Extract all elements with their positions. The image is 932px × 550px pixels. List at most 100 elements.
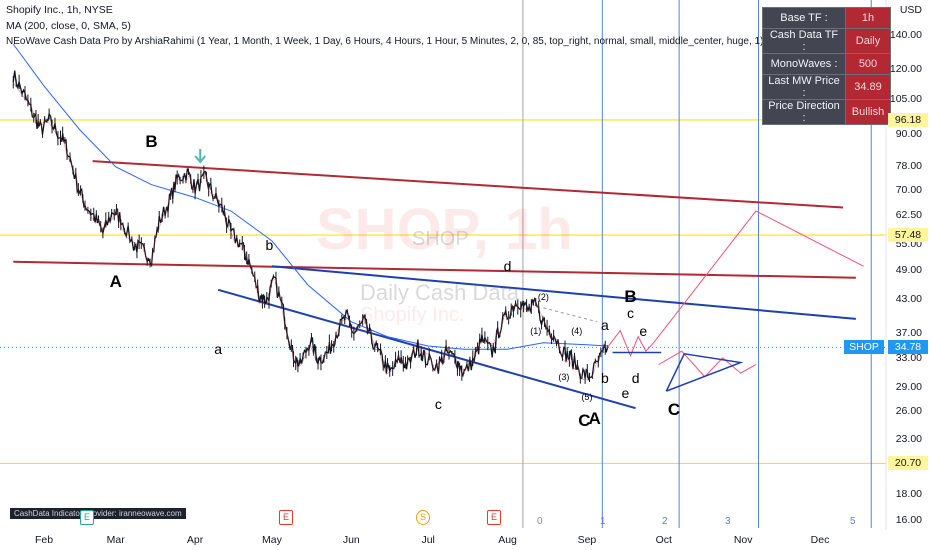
down-arrow-icon (194, 155, 206, 164)
vline-number: 0 (537, 516, 543, 527)
wave-label: B (624, 287, 637, 307)
price-tick-label: 37.00 (895, 326, 922, 339)
vline-number: 3 (725, 516, 731, 527)
wave-label: e (639, 322, 648, 339)
earnings-event-icon[interactable]: E (80, 510, 94, 525)
price-tick-label: 62.50 (895, 209, 922, 222)
price-tick-label: 70.00 (895, 183, 922, 196)
wave-label: (1) (530, 325, 542, 336)
trend-line-red (92, 160, 844, 209)
wave-label: A (109, 272, 122, 292)
wave-label: b (600, 370, 609, 387)
wave-label: b (265, 236, 274, 253)
time-tick-label: May (262, 534, 282, 546)
wave-label: d (503, 258, 512, 275)
price-tick-label: 29.00 (895, 381, 922, 394)
info-value: 34.89 (845, 74, 891, 100)
info-row-last-price: Last MW Price :34.89 (762, 74, 891, 100)
price-tick-label: 33.00 (895, 352, 922, 365)
level-price-badge: 96.18 (888, 112, 928, 127)
price-tick-label: 43.00 (895, 292, 922, 305)
chart-title-row[interactable]: Shopify Inc., 1h, NYSE (6, 4, 113, 16)
time-tick-label: Aug (498, 534, 517, 546)
price-line (12, 70, 609, 381)
indicator-ma-label: MA (200, close, 0, SMA, 5) (6, 20, 131, 32)
info-value: Bullish (845, 99, 891, 125)
wave-label: A (588, 408, 601, 428)
time-tick-label: Feb (34, 534, 54, 546)
projection-triangle (665, 352, 744, 392)
wave-label: a (600, 316, 609, 333)
indicator-ma-row[interactable]: MA (200, close, 0, SMA, 5) (6, 20, 131, 32)
symbol-badge: SHOP (844, 340, 884, 355)
split-event-icon[interactable]: S (416, 510, 430, 525)
trend-line-red (13, 260, 856, 279)
earnings-event-icon[interactable]: E (279, 510, 293, 525)
horizontal-levels (0, 119, 886, 465)
wave-label: a (214, 341, 223, 358)
info-key: Base TF : (762, 7, 846, 29)
indicator-neowave-label: NEoWave Cash Data Pro by ArshiaRahimi (1… (6, 36, 764, 47)
info-row-monowaves: MonoWaves :500 (762, 53, 891, 75)
time-tick-label: Dec (810, 534, 830, 546)
wave-label: d (631, 370, 640, 387)
info-value: 1h (845, 7, 891, 29)
info-row-base-tf: Base TF :1h (762, 7, 891, 29)
wave-label: (5) (581, 392, 593, 403)
time-tick-label: Sep (577, 534, 597, 546)
chart-title: Shopify Inc., 1h, NYSE (6, 4, 113, 16)
info-key: Last MW Price : (762, 74, 846, 100)
wave-label: C (667, 399, 681, 419)
level-price-badge: 20.70 (888, 456, 928, 471)
price-tick-label: 18.00 (895, 487, 922, 500)
price-tick-label: 120.00 (889, 63, 922, 76)
vline-number: 2 (662, 516, 668, 527)
wave-label: B (145, 132, 158, 152)
price-tick-label: 140.00 (889, 29, 922, 41)
price-overlay-line (13, 83, 608, 381)
time-tick-label: Oct (655, 534, 672, 546)
wave-label: (4) (571, 325, 583, 336)
time-tick-label: Apr (186, 534, 204, 546)
wave-label: c (626, 305, 634, 322)
ma-200-line (12, 43, 608, 350)
level-price-badge: 57.48 (888, 228, 928, 243)
time-tick-label: Jun (342, 534, 360, 546)
dashed-projection-line (543, 307, 598, 323)
currency-label: USD (899, 4, 922, 16)
info-key: MonoWaves : (762, 53, 846, 75)
time-tick-label: Nov (733, 534, 753, 546)
indicator-neowave-row[interactable]: NEoWave Cash Data Pro by ArshiaRahimi (1… (6, 36, 763, 47)
info-row-direction: Price Direction : Bullish (762, 99, 891, 125)
price-tick-label: 26.00 (895, 405, 922, 418)
vertical-lines (522, 0, 872, 528)
projection-path (658, 350, 757, 378)
price-tick-label: 49.00 (895, 263, 922, 276)
info-row-cash-tf: Cash Data TF : Daily (762, 28, 891, 54)
provider-label: CashData Indicator Provider: iranneowave… (10, 508, 186, 519)
last-price-badge: 34.78 (888, 340, 928, 355)
projection-path (607, 210, 864, 358)
trend-line-blue (217, 288, 636, 410)
wave-label: c (434, 396, 442, 412)
info-key: Price Direction : (762, 99, 846, 125)
projection-layer (194, 149, 864, 392)
info-value: 500 (845, 53, 891, 75)
ma-200-layer (12, 43, 608, 350)
trend-lines (13, 160, 856, 410)
earnings-event-icon[interactable]: E (487, 510, 501, 525)
trend-line-blue (271, 265, 856, 320)
price-tick-label: 105.00 (889, 93, 922, 106)
price-tick-label: 23.00 (895, 432, 922, 445)
wave-label: e (621, 385, 630, 402)
price-tick-label: 16.00 (895, 514, 922, 526)
wave-label: (3) (558, 371, 570, 382)
price-tick-label: 90.00 (895, 127, 922, 140)
cash-data-info-panel: Base TF :1h Cash Data TF : Daily MonoWave… (762, 7, 891, 125)
wave-label: (2) (537, 292, 549, 303)
info-key: Cash Data TF : (762, 28, 846, 54)
info-value: Daily (845, 28, 891, 54)
time-tick-label: Mar (106, 534, 125, 546)
price-tick-label: 78.00 (895, 159, 922, 172)
price-layer (12, 70, 609, 384)
